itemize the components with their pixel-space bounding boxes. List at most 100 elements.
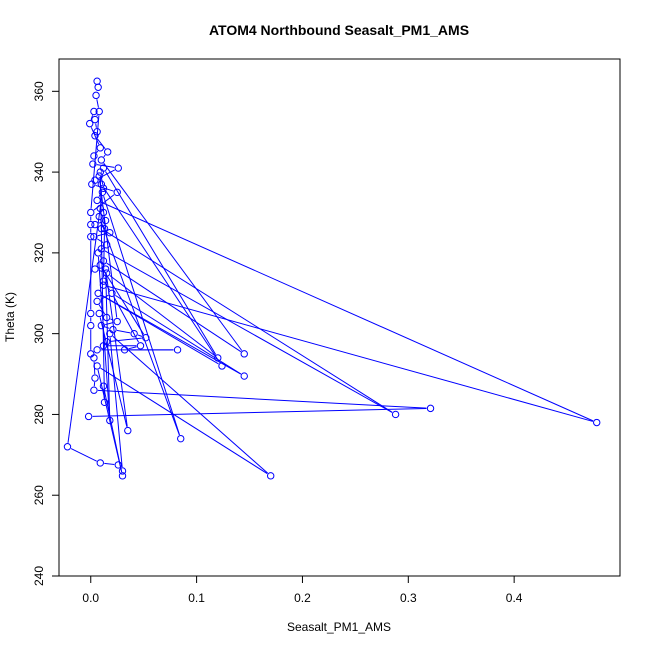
y-tick-label: 280: [32, 404, 46, 424]
data-point: [97, 180, 106, 188]
data-point: [102, 269, 111, 277]
data-point: [95, 309, 103, 318]
y-tick-label: 240: [32, 566, 46, 586]
data-point: [96, 459, 104, 467]
data-point: [218, 362, 226, 370]
data-point: [593, 418, 601, 427]
series-segment: [104, 250, 393, 413]
data-point: [95, 212, 103, 221]
series-points: [63, 77, 601, 480]
series-segment: [109, 275, 215, 356]
data-point: [87, 233, 95, 241]
data-point: [91, 374, 99, 382]
series-segment: [109, 337, 123, 468]
series-segment: [113, 296, 140, 343]
y-tick-label: 360: [32, 81, 46, 101]
x-axis-label: Seasalt_PM1_AMS: [287, 620, 391, 634]
data-point: [93, 297, 101, 306]
y-tick-label: 300: [32, 323, 46, 343]
data-point: [63, 443, 72, 451]
data-point: [120, 346, 129, 354]
series-segment: [90, 115, 94, 121]
data-point: [177, 434, 185, 443]
data-point: [88, 180, 96, 188]
data-point: [99, 277, 108, 285]
data-point: [93, 77, 101, 85]
data-point: [426, 404, 435, 413]
data-point: [103, 148, 112, 156]
data-point: [118, 467, 127, 475]
series-segment: [67, 196, 103, 443]
data-point: [99, 281, 108, 289]
data-point: [391, 410, 400, 419]
data-point: [118, 472, 127, 480]
data-point: [91, 265, 99, 273]
data-point: [240, 350, 248, 358]
data-point: [90, 107, 98, 116]
data-point: [97, 321, 106, 330]
series-segment: [101, 268, 145, 335]
data-point: [90, 233, 98, 241]
series-lines: [67, 99, 594, 475]
data-point: [89, 160, 97, 168]
data-point: [106, 228, 114, 237]
data-point: [98, 188, 107, 196]
data-point: [85, 119, 94, 128]
series-segment: [100, 201, 594, 422]
data-point: [90, 354, 98, 362]
series-segment: [99, 255, 102, 258]
series-segment: [116, 329, 131, 334]
y-tick-label: 320: [32, 243, 46, 263]
data-point: [97, 156, 106, 164]
data-point: [114, 164, 122, 172]
data-point: [101, 265, 110, 273]
data-point: [100, 224, 109, 233]
series-segment: [96, 114, 98, 117]
series-segment: [97, 138, 106, 150]
data-point: [97, 245, 106, 253]
data-point: [96, 144, 104, 152]
data-point: [101, 216, 110, 225]
data-point: [106, 329, 114, 338]
chart-title: ATOM4 Northbound Seasalt_PM1_AMS: [209, 22, 469, 38]
series-segment: [112, 335, 269, 474]
data-point: [97, 224, 106, 233]
y-axis: 240 260 280 300 320 340 360: [32, 81, 60, 586]
data-point: [87, 208, 95, 217]
series-segment: [70, 448, 97, 462]
series-segment: [99, 180, 118, 318]
data-point: [142, 333, 150, 342]
data-point: [130, 329, 138, 338]
x-tick-label: 0.2: [294, 591, 311, 605]
data-point: [90, 152, 98, 160]
data-point: [91, 132, 99, 140]
data-point: [87, 220, 95, 229]
data-point: [102, 313, 111, 322]
series-segment: [100, 367, 268, 475]
series-segment: [100, 171, 103, 173]
data-point: [113, 188, 121, 196]
series-segment: [103, 187, 221, 363]
data-point: [99, 342, 108, 350]
series-segment: [128, 346, 137, 350]
series-segment: [92, 407, 427, 417]
data-point: [87, 321, 95, 330]
series-segment: [104, 230, 393, 413]
x-tick-label: 0.3: [400, 591, 417, 605]
data-point: [91, 220, 99, 229]
series-segment: [103, 162, 243, 351]
data-point: [84, 412, 93, 421]
data-point: [214, 354, 222, 362]
series-segment: [96, 150, 99, 154]
x-tick-label: 0.4: [506, 591, 523, 605]
series-segment: [103, 154, 106, 158]
series-segment: [104, 462, 115, 465]
series-segment: [137, 334, 143, 337]
data-point: [106, 416, 114, 425]
data-point: [124, 426, 132, 435]
x-tick-label: 0.0: [82, 591, 99, 605]
data-point: [87, 309, 95, 318]
series-segment: [97, 238, 104, 244]
data-point: [94, 289, 102, 297]
